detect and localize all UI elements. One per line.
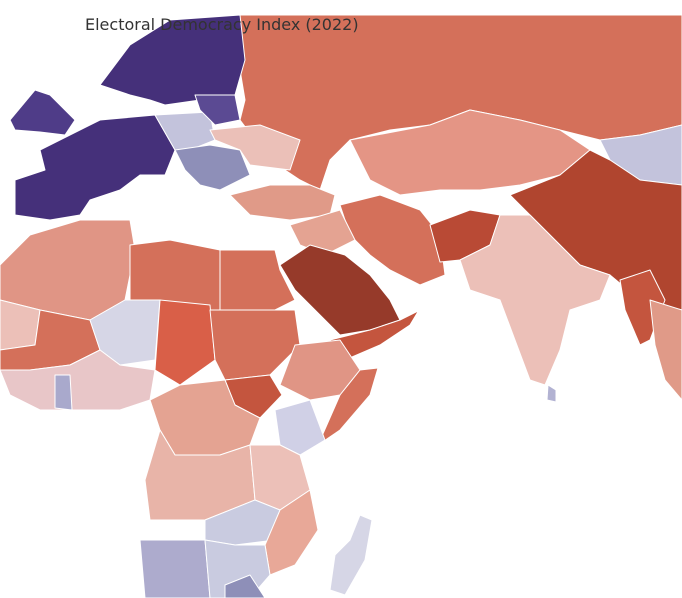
region [139, 539, 211, 598]
region [317, 367, 379, 446]
region [649, 299, 682, 401]
region [9, 89, 76, 136]
region [329, 299, 426, 361]
map-title: Electoral Democracy Index (2022) [85, 15, 359, 34]
region [459, 214, 611, 386]
region [174, 144, 251, 191]
region [0, 349, 156, 411]
region [209, 124, 301, 171]
region [229, 184, 336, 221]
region [289, 209, 356, 256]
region [339, 194, 446, 286]
region [219, 249, 296, 311]
region [194, 94, 241, 126]
region [546, 384, 557, 403]
regions [0, 14, 682, 598]
region [54, 374, 73, 411]
region [154, 111, 216, 151]
region [224, 574, 266, 598]
region [274, 399, 326, 456]
region [154, 299, 216, 386]
region [329, 514, 373, 596]
